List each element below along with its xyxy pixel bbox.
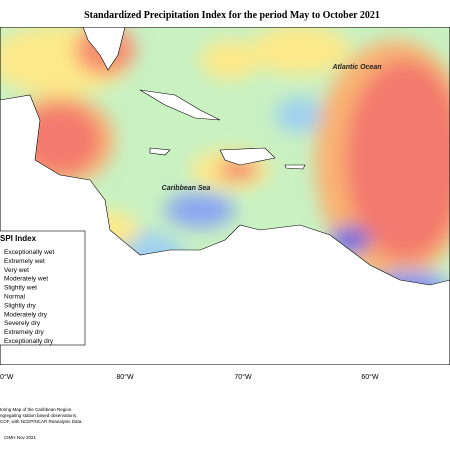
- legend-item: Severely dry: [4, 320, 41, 327]
- legend-item: Moderately dry: [4, 311, 48, 318]
- longitude-label: 60°W: [361, 373, 379, 381]
- legend-box: [0, 230, 86, 346]
- sea-label: Caribbean Sea: [162, 185, 211, 192]
- legend-item: Slightly dry: [4, 302, 37, 309]
- title: Standardized Precipitation Index for the…: [84, 10, 380, 21]
- longitude-labels: 0°W 80°W 70°W 60°W: [0, 373, 379, 381]
- legend-item: Normal: [4, 294, 26, 301]
- legend-item: Extremely wet: [4, 258, 45, 265]
- longitude-label: 0°W: [0, 373, 14, 381]
- legend-item: Slightly wet: [4, 285, 37, 292]
- footer-line: toring Map of the Caribbean Region.: [0, 407, 73, 412]
- legend-item: Moderately wet: [4, 276, 48, 283]
- footer: toring Map of the Caribbean Region.ngreg…: [0, 407, 83, 424]
- legend: SPI Index Exceptionally wet Extremely wet…: [0, 230, 86, 346]
- footer-line: COF, with NCEP/NCAR Reanalysis Data.: [0, 419, 83, 424]
- longitude-label: 70°W: [234, 373, 252, 381]
- legend-items: Exceptionally wet Extremely wet Very wet Mo…: [4, 249, 54, 345]
- legend-item: Extremely dry: [4, 329, 44, 336]
- spi-field: [0, 27, 450, 365]
- longitude-label: 80°W: [116, 373, 134, 381]
- credit: CIMH Nov 2021: [4, 435, 37, 440]
- footer-line: ngregating station based observations,: [0, 413, 77, 418]
- ocean-label: Atlantic Ocean: [331, 64, 381, 71]
- legend-item: Very wet: [4, 267, 29, 274]
- legend-item: Exceptionally wet: [4, 249, 54, 256]
- legend-item: Exceptionally dry: [4, 338, 54, 345]
- legend-title: SPI Index: [0, 234, 37, 243]
